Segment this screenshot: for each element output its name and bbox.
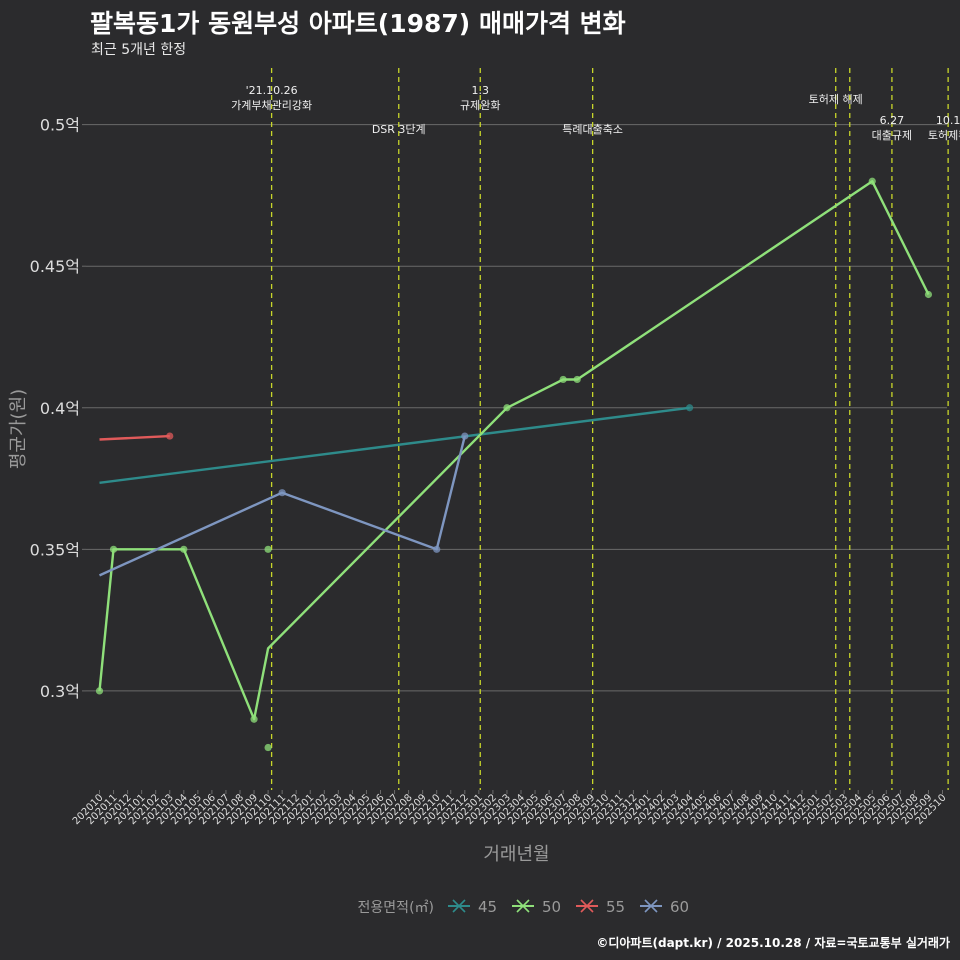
legend-title: 전용면적(㎡) (358, 900, 434, 916)
event-label: 가계부채관리강화 (231, 99, 312, 112)
event-label: 토허제확 (928, 129, 960, 142)
x-axis-title: 거래년월 (483, 844, 549, 865)
y-axis-title: 평균가(원) (8, 389, 29, 469)
legend-key-cross-55 (580, 899, 594, 913)
legend-key-cross-50 (516, 899, 530, 913)
event-label: 토허제 해제 (809, 92, 863, 106)
event-label: 대출규제 (872, 129, 912, 142)
chart-title: 팔복동1가 동원부성 아파트(1987) 매매가격 변화 (90, 9, 626, 38)
data-point-50 (924, 290, 933, 299)
legend-label-45: 45 (478, 898, 497, 916)
data-point-60 (278, 489, 286, 497)
y-tick-label: 0.5억 (40, 116, 80, 135)
legend-key-cross-60 (644, 899, 658, 913)
event-label: 특례대출축소 (562, 123, 623, 136)
data-point-50 (573, 375, 581, 384)
legend-label-60: 60 (670, 898, 689, 916)
series-line-50 (98, 180, 930, 721)
data-point-50 (264, 545, 272, 553)
event-label: 규제완화 (460, 99, 500, 112)
y-tick-label: 0.3억 (40, 682, 80, 701)
legend-key-cross-45 (452, 899, 466, 913)
data-point-50 (95, 687, 104, 695)
event-label: 1.3 (472, 84, 490, 97)
data-point-50 (250, 715, 258, 723)
legend-label-55: 55 (606, 898, 625, 916)
data-point-55 (166, 432, 174, 440)
source-caption: ©디아파트(dapt.kr) / 2025.10.28 / 자료=국토교통부 실… (596, 936, 950, 950)
data-point-50 (180, 545, 188, 553)
y-tick-label: 0.45억 (30, 257, 80, 276)
data-point-50 (264, 743, 272, 752)
series-line-55 (99, 434, 170, 441)
data-point-45 (686, 404, 694, 412)
data-point-50 (868, 177, 876, 185)
data-point-50 (559, 375, 567, 384)
series-line-45 (99, 406, 690, 484)
series-line-60 (99, 435, 466, 577)
data-point-50 (503, 404, 511, 412)
legend-label-50: 50 (542, 898, 561, 916)
chart-subtitle: 최근 5개년 한정 (91, 42, 187, 58)
y-tick-label: 0.4억 (40, 399, 80, 418)
data-point-50 (109, 545, 118, 553)
event-label: DSR 3단계 (372, 123, 426, 136)
event-label: 6.27 (880, 114, 905, 127)
event-label: '21.10.26 (246, 84, 298, 97)
data-point-60 (461, 432, 469, 440)
event-label: 10.1 (936, 114, 960, 127)
y-tick-label: 0.35억 (30, 540, 80, 559)
data-point-60 (433, 545, 441, 553)
